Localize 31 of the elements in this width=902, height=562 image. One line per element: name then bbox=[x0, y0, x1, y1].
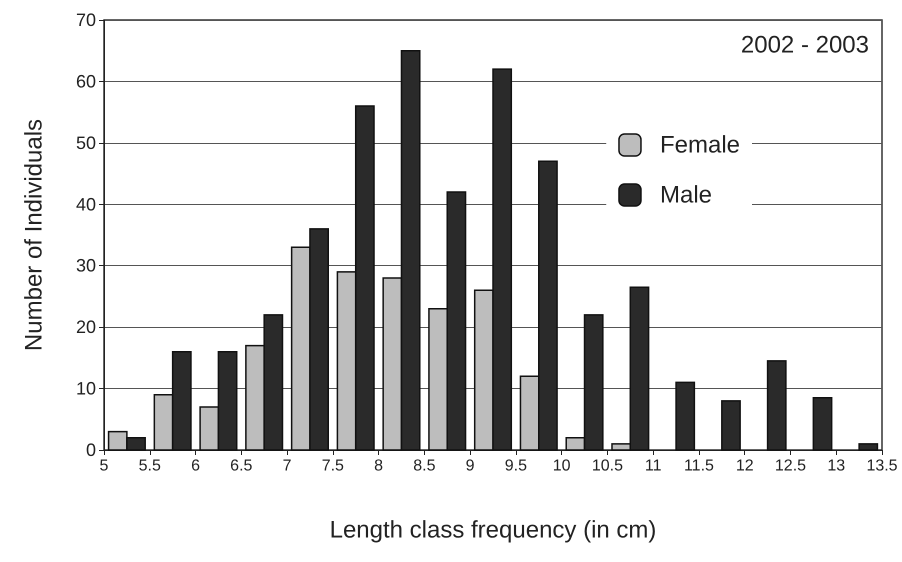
x-tick-label: 10.5 bbox=[592, 458, 624, 474]
y-tick-label: 10 bbox=[76, 378, 96, 399]
y-tick-label: 20 bbox=[76, 317, 96, 338]
x-tick-label: 6.5 bbox=[230, 458, 253, 474]
x-tick-label: 11.5 bbox=[684, 458, 714, 474]
y-tick-label: 50 bbox=[76, 132, 96, 153]
x-tick-label: 12 bbox=[736, 458, 754, 474]
x-tick-label: 9 bbox=[466, 458, 475, 474]
x-tick-label: 5 bbox=[100, 458, 109, 474]
x-tick-label: 13 bbox=[827, 458, 846, 474]
x-tick-label: 8.5 bbox=[413, 458, 436, 474]
x-tick-label: 7.5 bbox=[322, 458, 344, 474]
x-tick-label: 9.5 bbox=[504, 458, 528, 474]
x-tick-label: 7 bbox=[282, 458, 292, 474]
x-tick-label: 13.5 bbox=[866, 458, 898, 474]
x-tick-label: 10 bbox=[552, 458, 571, 474]
x-tick-label: 11 bbox=[644, 458, 662, 474]
x-axis-title: Length class frequency (in cm) bbox=[330, 516, 656, 544]
y-tick-label: 40 bbox=[76, 194, 96, 214]
x-tick-label: 8 bbox=[374, 458, 384, 474]
x-tick-label: 5.5 bbox=[138, 458, 161, 474]
legend-label: Male bbox=[660, 182, 712, 208]
y-tick-label: 60 bbox=[76, 71, 96, 92]
y-axis-title: Number of Individuals bbox=[20, 118, 48, 352]
x-tick-label: 12.5 bbox=[774, 458, 806, 474]
y-tick-label: 70 bbox=[76, 10, 96, 30]
annotation: 2002 - 2003 bbox=[740, 32, 869, 58]
y-tick-label: 30 bbox=[76, 256, 96, 276]
x-tick-label: 6 bbox=[191, 458, 200, 474]
legend-label: Female bbox=[660, 132, 740, 158]
y-tick-label: 0 bbox=[86, 440, 96, 460]
